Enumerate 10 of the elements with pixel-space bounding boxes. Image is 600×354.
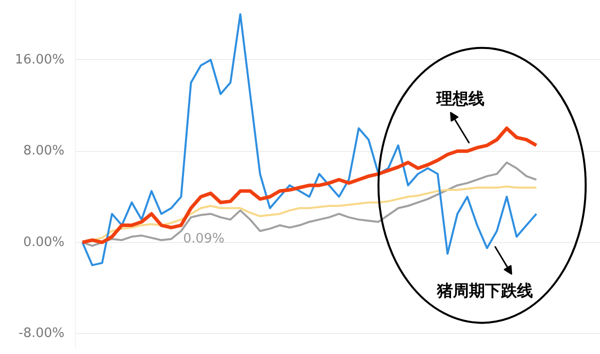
y-tick-label: -8.00%: [18, 326, 65, 342]
line-series: [81, 13, 538, 266]
y-tick-label: 8.00%: [23, 144, 65, 159]
line-series: [81, 162, 538, 247]
annotation: 0.09%: [183, 231, 224, 246]
y-tick-label: 0.00%: [23, 234, 65, 250]
y-tick-label: 16.00%: [14, 52, 65, 68]
line-series: [80, 126, 538, 244]
annotation: 理想线: [435, 89, 484, 108]
annotation: 猪周期下跌线: [436, 280, 534, 300]
